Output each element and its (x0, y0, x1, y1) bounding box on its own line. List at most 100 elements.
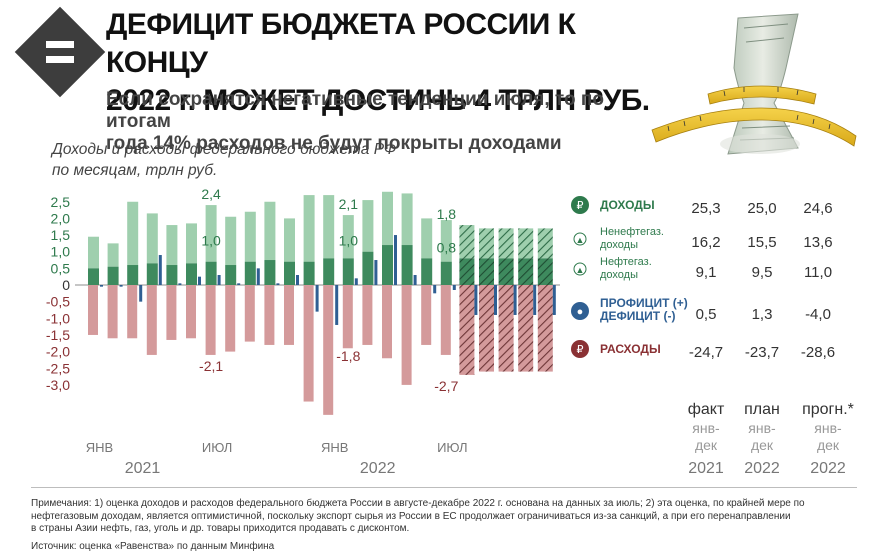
summary-value: -4,0 (805, 306, 831, 323)
oil-gas-revenue-bar (401, 245, 413, 285)
data-label: 2,4 (201, 186, 221, 202)
title-line-1: ДЕФИЦИТ БЮДЖЕТА РОССИИ К КОНЦУ (106, 8, 576, 79)
non-oil-gas-revenue-bar (127, 201, 139, 266)
expense-bar (382, 285, 392, 359)
balance-bar (413, 275, 417, 285)
oil-gas-revenue-bar (303, 261, 315, 285)
oil-gas-revenue-bar (166, 265, 178, 285)
non-oil-gas-revenue-bar (498, 228, 514, 259)
oil-gas-revenue-bar (498, 258, 514, 285)
oil-gas-revenue-bar (440, 261, 452, 285)
expense-bar (401, 285, 412, 385)
oil-gas-revenue-bar (146, 263, 158, 285)
summary-value: 24,6 (803, 200, 832, 217)
expense-bar (88, 285, 98, 335)
x-year-label: 2021 (125, 460, 161, 477)
y-tick-label: 1,5 (51, 227, 71, 243)
expense-bar (127, 285, 138, 339)
x-month-label: ИЮЛ (437, 440, 467, 455)
oil-gas-revenue-bar (382, 245, 393, 285)
balance-bar (217, 275, 221, 285)
expense-bar (421, 285, 432, 345)
money-bag-icon: ₽ (571, 196, 589, 214)
expense-bar (362, 285, 373, 345)
summary-column-period: янв- (748, 420, 776, 436)
summary-row-label: Ненефтегаз. (600, 226, 664, 238)
expense-bar (186, 285, 196, 339)
expense-bar (459, 285, 475, 375)
footnote-line-1: Примечания: 1) оценка доходов и расходов… (31, 498, 805, 509)
chart-caption-line-1: Доходы и расходы федерального бюджета РФ (52, 141, 397, 158)
y-tick-label: 0 (62, 277, 70, 293)
summary-column-period: дек (817, 437, 840, 453)
summary-row-label: ДОХОДЫ (600, 198, 655, 212)
non-oil-gas-revenue-bar (166, 225, 178, 266)
coins-hand-icon: ₽ (571, 340, 589, 358)
summary-column-year: 2021 (688, 460, 724, 477)
data-label: -2,1 (199, 358, 223, 374)
balance-bar (139, 285, 143, 302)
y-tick-label: -3,0 (46, 377, 70, 393)
expense-bar (264, 285, 275, 345)
balance-bar (394, 235, 397, 285)
non-oil-gas-revenue-bar (323, 195, 335, 259)
non-oil-gas-revenue-bar (146, 213, 158, 264)
non-oil-gas-revenue-bar (421, 218, 433, 259)
expense-bar (225, 285, 236, 352)
non-oil-gas-revenue-bar (382, 191, 393, 246)
expense-bar (479, 285, 494, 372)
balance-bar (335, 285, 339, 325)
oil-gas-revenue-bar (264, 260, 276, 285)
oil-gas-revenue-bar (479, 258, 494, 285)
x-year-label: 2022 (360, 460, 396, 477)
y-tick-label: 1,0 (51, 244, 71, 260)
balance-bar (119, 285, 123, 287)
expense-bar (498, 285, 514, 372)
expense-bar (284, 285, 294, 345)
expense-bar (166, 285, 177, 340)
subtitle-line-2: года 14% расходов не будут покрыты доход… (106, 133, 562, 154)
y-tick-label: 0,5 (51, 260, 71, 276)
non-oil-gas-revenue-bar (362, 200, 374, 252)
piggy-bank-icon: ● (571, 302, 589, 320)
oil-gas-revenue-bar (342, 258, 354, 285)
footnote-line-2: нефтегазовым доходам, является оптимисти… (31, 510, 791, 522)
data-label: 2,1 (339, 196, 359, 212)
summary-row-label: доходы (600, 239, 638, 251)
oil-gas-revenue-bar (205, 261, 217, 285)
summary-row-label: Нефтегаз. (600, 256, 652, 268)
summary-value: 9,5 (752, 264, 773, 281)
footnote-line-3: в страны Азии нефть, газ, уголь и др. то… (31, 523, 410, 534)
summary-value: 1,3 (752, 306, 773, 323)
oil-gas-revenue-bar (284, 261, 295, 285)
non-oil-gas-revenue-bar (88, 236, 99, 269)
svg-text:▲: ▲ (576, 235, 585, 245)
summary-value: 11,0 (804, 264, 832, 281)
expense-bar (440, 285, 451, 355)
non-oil-gas-revenue-bar (303, 195, 315, 262)
svg-text:●: ● (577, 306, 584, 318)
expense-bar (146, 285, 157, 355)
summary-row-label: ПРОФИЦИТ (+) (600, 296, 688, 310)
oil-gas-revenue-bar (186, 263, 197, 285)
y-tick-label: -0,5 (46, 294, 70, 310)
title-line-2: 2022 г. МОЖЕТ ДОСТИЧЬ 4 ТРЛН РУБ. (106, 84, 650, 117)
summary-column-header: план (744, 401, 780, 418)
money-measuring-tape-illustration (651, 13, 857, 155)
balance-bar (237, 283, 241, 285)
non-oil-gas-revenue-bar (479, 228, 494, 259)
non-oil-gas-revenue-bar (205, 205, 217, 262)
page-title: ДЕФИЦИТ БЮДЖЕТА РОССИИ К КОНЦУ 2022 г. М… (106, 6, 666, 120)
non-oil-gas-revenue-bar (186, 223, 197, 264)
oil-gas-revenue-bar (244, 261, 256, 285)
summary-column-year: 2022 (810, 460, 846, 477)
summary-column-period: дек (751, 437, 774, 453)
balance-bar (315, 285, 319, 312)
summary-column-year: 2022 (744, 460, 780, 477)
page-subtitle: Если сохранятся негативные тенденции июл… (106, 89, 666, 155)
balance-bar (494, 285, 497, 315)
expense-bar (323, 285, 334, 415)
footer-divider (31, 487, 857, 488)
